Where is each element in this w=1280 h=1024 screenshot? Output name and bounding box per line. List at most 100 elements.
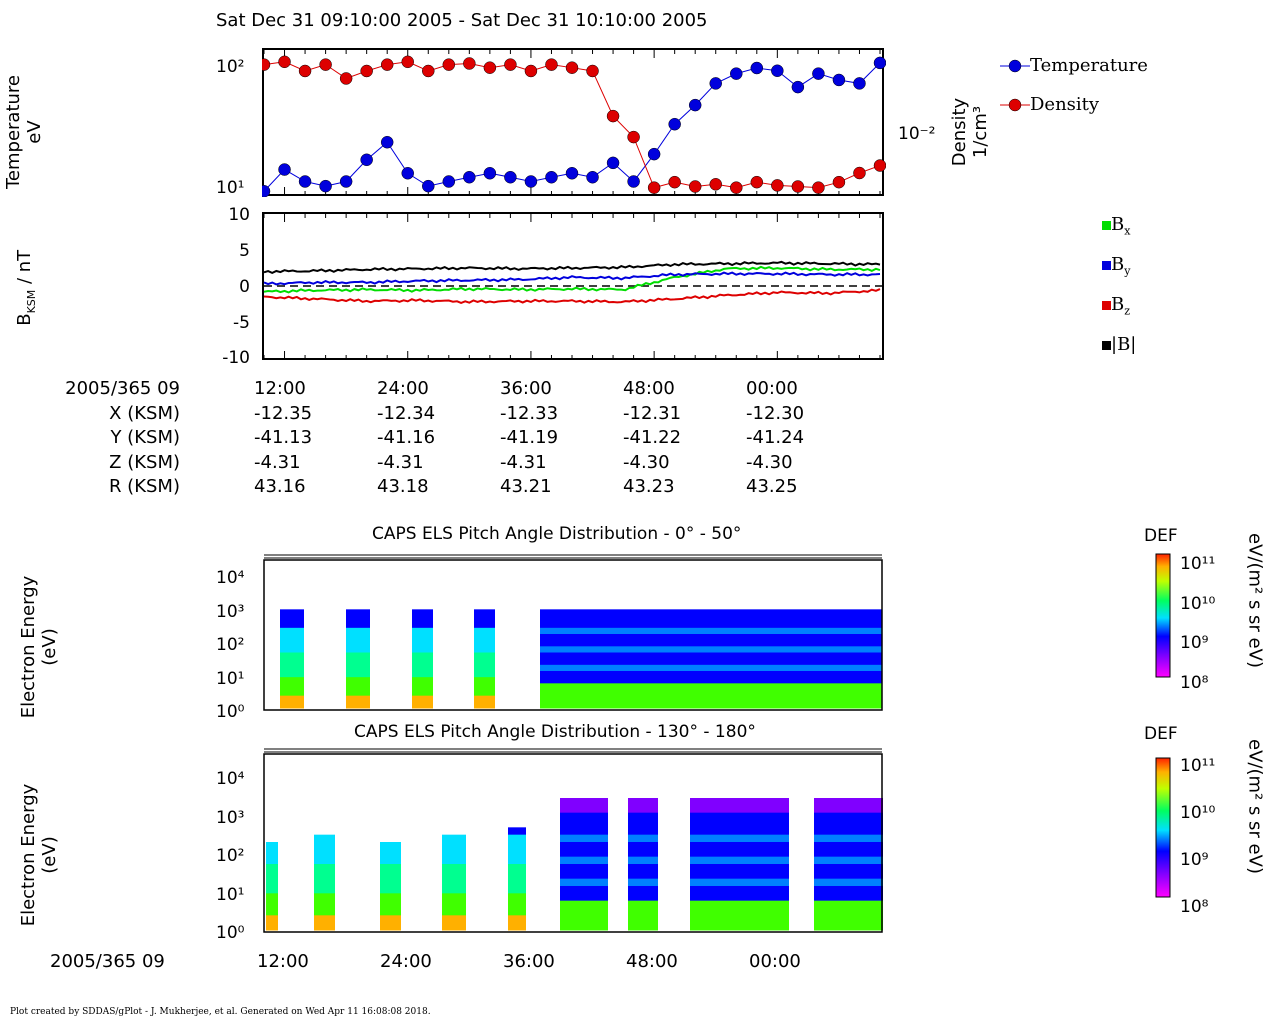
density-point — [730, 181, 743, 194]
density-point — [422, 64, 435, 78]
density-point — [401, 55, 414, 69]
density-point — [442, 58, 456, 71]
ephemeris-col-1: 12:00 -12.35 -41.13 -4.31 43.16 — [254, 378, 313, 498]
spectrogram1-title: CAPS ELS Pitch Angle Distribution - 0° -… — [372, 524, 742, 544]
footer-credit: Plot created by SDDAS/gPlot - J. Mukherj… — [10, 1007, 431, 1017]
density-point — [586, 64, 599, 78]
colorbar2 — [1155, 757, 1171, 898]
b-series-line — [263, 265, 881, 294]
ephemeris-col-2: 24:00 -12.34 -41.16 -4.31 43.18 — [377, 378, 436, 498]
spectrogram1-ylabel: Electron Energy (eV) — [18, 575, 60, 719]
density-point — [278, 55, 291, 69]
b-legend: Bx By Bz |B| — [1102, 214, 1136, 374]
colorbar2-ticks: 10¹¹ 10¹⁰ 10⁹ 10⁸ — [1180, 756, 1216, 917]
temperature-point — [565, 166, 579, 180]
density-point — [627, 130, 640, 144]
temperature-point — [442, 175, 456, 188]
colorbar2-unit: eV/(m² s sr eV) — [1244, 739, 1266, 874]
b-series-line — [263, 288, 881, 304]
temp-tick-100: 10² — [216, 57, 245, 77]
b-tick-5: 5 — [239, 241, 250, 261]
density-point — [709, 178, 722, 191]
spectrogram2-plot — [263, 748, 883, 933]
legend-temperature: Temperature — [1030, 55, 1148, 76]
temperature-point — [401, 166, 414, 180]
density-point — [771, 179, 784, 192]
density-point — [463, 57, 476, 70]
density-point — [380, 58, 394, 71]
temperature-point — [524, 175, 538, 188]
density-point — [853, 166, 866, 180]
ephemeris-col-3: 36:00 -12.33 -41.19 -4.31 43.21 — [500, 378, 559, 498]
density-point — [298, 64, 312, 78]
density-point — [319, 58, 332, 71]
spectrogram2-ylabel: Electron Energy (eV) — [18, 783, 60, 927]
bottom-tick-3: 36:00 — [503, 951, 555, 972]
density-point — [647, 181, 661, 194]
spectrogram2-yticks: 10⁴ 10³ 10² 10¹ 10⁰ — [216, 769, 245, 943]
bottom-tick-5: 00:00 — [749, 951, 801, 972]
b-tick-minus10: -10 — [222, 348, 250, 368]
plot-title: Sat Dec 31 09:10:00 2005 - Sat Dec 31 10… — [216, 10, 708, 31]
temperature-point — [791, 80, 805, 94]
temperature-point — [627, 175, 640, 188]
temperature-point — [463, 170, 476, 184]
colorbar2-title: DEF — [1144, 724, 1178, 744]
temperature-point — [278, 163, 291, 176]
b-series-line — [263, 260, 881, 275]
temperature-point — [262, 185, 271, 197]
temperature-point — [812, 67, 825, 80]
b-tick-10: 10 — [228, 205, 250, 225]
spectrogram2-title: CAPS ELS Pitch Angle Distribution - 130°… — [354, 722, 756, 742]
density-point — [606, 109, 620, 123]
density-point — [832, 175, 846, 189]
ephemeris-col-4: 48:00 -12.31 -41.22 -4.30 43.23 — [623, 378, 682, 498]
density-point — [360, 64, 373, 78]
density-point — [524, 64, 538, 78]
density-point — [812, 181, 825, 194]
temperature-point — [730, 67, 743, 80]
temperature-point — [339, 175, 353, 188]
temperature-point — [853, 77, 866, 90]
temperature-point — [545, 170, 558, 184]
density-point — [483, 61, 497, 74]
legend-bz: Bz — [1102, 294, 1136, 334]
density-point — [545, 58, 558, 71]
temperature-point — [771, 64, 784, 78]
temperature-point — [750, 61, 764, 75]
legend-bx: Bx — [1102, 214, 1136, 254]
legend-density: Density — [1030, 94, 1100, 115]
ephemeris-col-5: 00:00 -12.30 -41.24 -4.30 43.25 — [746, 378, 805, 498]
density-point — [339, 72, 353, 85]
b-tick-0: 0 — [239, 277, 250, 297]
density-point — [750, 175, 764, 189]
b-series-line — [263, 271, 881, 286]
b-axis-label: BKSM / nT — [14, 249, 38, 326]
density-tick: 10⁻² — [898, 124, 936, 144]
spectrogram1-yticks: 10⁴ 10³ 10² 10¹ 10⁰ — [216, 568, 245, 722]
colorbar1-unit: eV/(m² s sr eV) — [1244, 533, 1266, 668]
density-point — [262, 58, 271, 71]
ephemeris-row-labels: 2005/365 09 X (KSM) Y (KSM) Z (KSM) R (K… — [65, 378, 180, 498]
temperature-point — [298, 175, 312, 188]
colorbar1-ticks: 10¹¹ 10¹⁰ 10⁹ 10⁸ — [1180, 554, 1216, 693]
temperature-point — [319, 179, 332, 193]
spectrogram1-plot — [263, 554, 883, 711]
temperature-point — [668, 117, 681, 131]
density-point — [668, 175, 681, 189]
bottom-tick-1: 12:00 — [257, 951, 309, 972]
temperature-point — [586, 170, 599, 184]
density-point — [565, 61, 579, 74]
density-point — [873, 159, 886, 172]
bottom-tick-4: 48:00 — [626, 951, 678, 972]
temperature-point — [606, 156, 620, 170]
temperature-point — [483, 166, 497, 180]
colorbar1 — [1155, 553, 1171, 678]
legend-bmag: |B| — [1102, 334, 1136, 374]
density-point — [791, 180, 805, 193]
td-legend-markers — [1000, 59, 1030, 112]
temperature-point — [380, 135, 394, 149]
temperature-density-plot — [262, 48, 886, 197]
b-tick-minus5: -5 — [233, 313, 250, 333]
bottom-tick-2: 24:00 — [380, 951, 432, 972]
